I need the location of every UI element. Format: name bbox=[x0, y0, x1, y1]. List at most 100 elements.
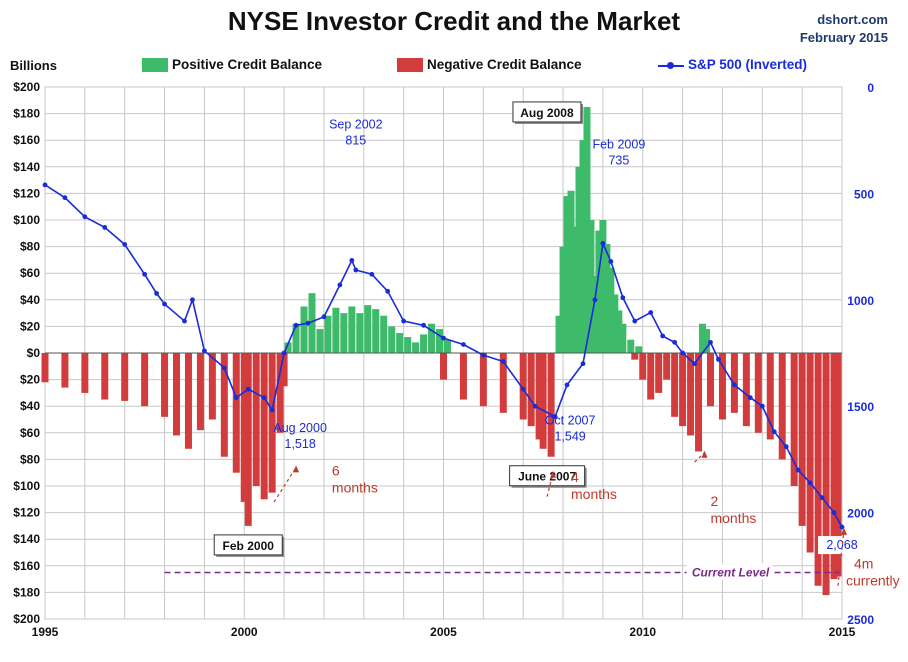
bar-negative bbox=[440, 353, 447, 380]
y-tick-label: $160 bbox=[13, 559, 40, 573]
sp500-point bbox=[353, 267, 359, 273]
bar-negative bbox=[527, 353, 535, 427]
lag-arrowhead bbox=[701, 450, 708, 458]
bar-negative bbox=[706, 353, 714, 407]
sp500-point bbox=[421, 322, 426, 328]
sp500-point bbox=[708, 339, 713, 345]
bar-negative bbox=[679, 353, 687, 427]
bar-negative bbox=[822, 353, 830, 596]
sp500-point bbox=[221, 365, 227, 371]
legend-sp500: S&P 500 (Inverted) bbox=[658, 57, 807, 72]
annotation-blue-bg bbox=[818, 536, 864, 555]
y-tick-label: $0 bbox=[27, 346, 41, 360]
lag-arrowhead bbox=[840, 527, 847, 535]
bar-positive bbox=[587, 220, 595, 353]
annotation-blue-label: Feb 2009 bbox=[592, 137, 645, 151]
x-tick-label: 2010 bbox=[629, 625, 656, 639]
sp500-point bbox=[783, 444, 789, 450]
bar-negative bbox=[687, 353, 695, 436]
bar-negative bbox=[539, 353, 547, 449]
bar-negative bbox=[655, 353, 663, 393]
bar-negative bbox=[519, 353, 527, 420]
annotation-blue-value: 735 bbox=[608, 153, 629, 167]
bar-negative bbox=[647, 353, 655, 400]
sp500-line bbox=[44, 184, 843, 528]
sp500-point bbox=[182, 318, 187, 324]
lag-annotation-value: 4 bbox=[571, 469, 579, 485]
annotation-blue-label: Aug 2000 bbox=[273, 421, 327, 435]
bar-positive bbox=[284, 342, 292, 353]
annotation-box-label: June 2007 bbox=[518, 470, 576, 484]
bar-negative bbox=[220, 353, 228, 457]
annotation-blue-value: 815 bbox=[345, 133, 366, 147]
sp500-point bbox=[62, 195, 68, 201]
lag-arrow bbox=[273, 467, 297, 503]
sp500-point bbox=[142, 271, 148, 277]
sp500-point bbox=[819, 495, 825, 501]
legend-negative-swatch bbox=[397, 57, 423, 72]
sp500-point bbox=[245, 386, 251, 392]
y-tick-label: $20 bbox=[20, 373, 40, 387]
bar-negative bbox=[101, 353, 109, 400]
bar-positive bbox=[388, 326, 396, 353]
bar-negative bbox=[184, 353, 192, 449]
sp500-point bbox=[532, 403, 538, 409]
bar-negative bbox=[695, 353, 703, 452]
bar-positive bbox=[412, 342, 420, 353]
sp500-point bbox=[461, 342, 466, 347]
bar-negative bbox=[161, 353, 169, 417]
bar-positive bbox=[699, 323, 707, 353]
legend-positive-swatch bbox=[142, 57, 168, 72]
bar-negative bbox=[121, 353, 129, 401]
annotation-box-label: Aug 2008 bbox=[520, 106, 574, 120]
bar-negative bbox=[173, 353, 181, 436]
sp500-point bbox=[771, 429, 777, 435]
bar-negative bbox=[232, 353, 240, 473]
y2-tick-label: 2000 bbox=[847, 507, 874, 521]
y-axis-label: Billions bbox=[10, 58, 57, 73]
y-tick-label: $180 bbox=[13, 107, 40, 121]
bar-positive bbox=[332, 307, 340, 353]
bar-positive bbox=[607, 267, 615, 353]
bar-negative bbox=[479, 353, 487, 407]
bar-positive bbox=[443, 339, 451, 353]
sp500-point bbox=[608, 259, 614, 264]
bar-negative bbox=[244, 353, 252, 526]
y-tick-label: $40 bbox=[20, 293, 40, 307]
sp500-point bbox=[747, 395, 753, 401]
bar-positive bbox=[575, 166, 583, 353]
y-tick-label: $60 bbox=[20, 266, 40, 280]
bar-positive bbox=[436, 329, 444, 353]
bar-positive bbox=[591, 275, 599, 353]
lag-arrow bbox=[694, 452, 705, 463]
y2-tick-label: 500 bbox=[854, 187, 874, 201]
bar-negative bbox=[547, 353, 555, 457]
sp500-point bbox=[82, 214, 88, 220]
source-site: dshort.com bbox=[817, 12, 888, 27]
lag-arrowhead bbox=[293, 465, 300, 473]
bar-positive bbox=[571, 226, 579, 353]
y-tick-label: $80 bbox=[20, 240, 40, 254]
bar-positive bbox=[428, 323, 436, 353]
sp500-point bbox=[42, 182, 48, 188]
legend-sp500-label: S&P 500 (Inverted) bbox=[688, 57, 808, 72]
sp500-point bbox=[441, 335, 446, 341]
y-tick-label: $160 bbox=[13, 133, 40, 147]
annotation-box-label: Feb 2000 bbox=[223, 539, 275, 553]
bar-positive bbox=[603, 243, 611, 353]
bar-positive bbox=[559, 246, 567, 353]
sp500-point bbox=[337, 282, 343, 288]
sp500-point bbox=[759, 403, 765, 409]
annotation-blue-value: 1,518 bbox=[285, 437, 316, 451]
bar-negative bbox=[718, 353, 726, 420]
y-tick-label: $120 bbox=[13, 506, 40, 520]
lag-annotation-unit: currently bbox=[846, 572, 900, 588]
y-tick-label: $200 bbox=[13, 80, 40, 94]
sp500-point bbox=[202, 348, 207, 354]
bar-negative bbox=[830, 353, 838, 580]
bar-negative bbox=[631, 353, 639, 360]
sp500-point bbox=[672, 339, 678, 345]
y-tick-label: $140 bbox=[13, 160, 40, 174]
